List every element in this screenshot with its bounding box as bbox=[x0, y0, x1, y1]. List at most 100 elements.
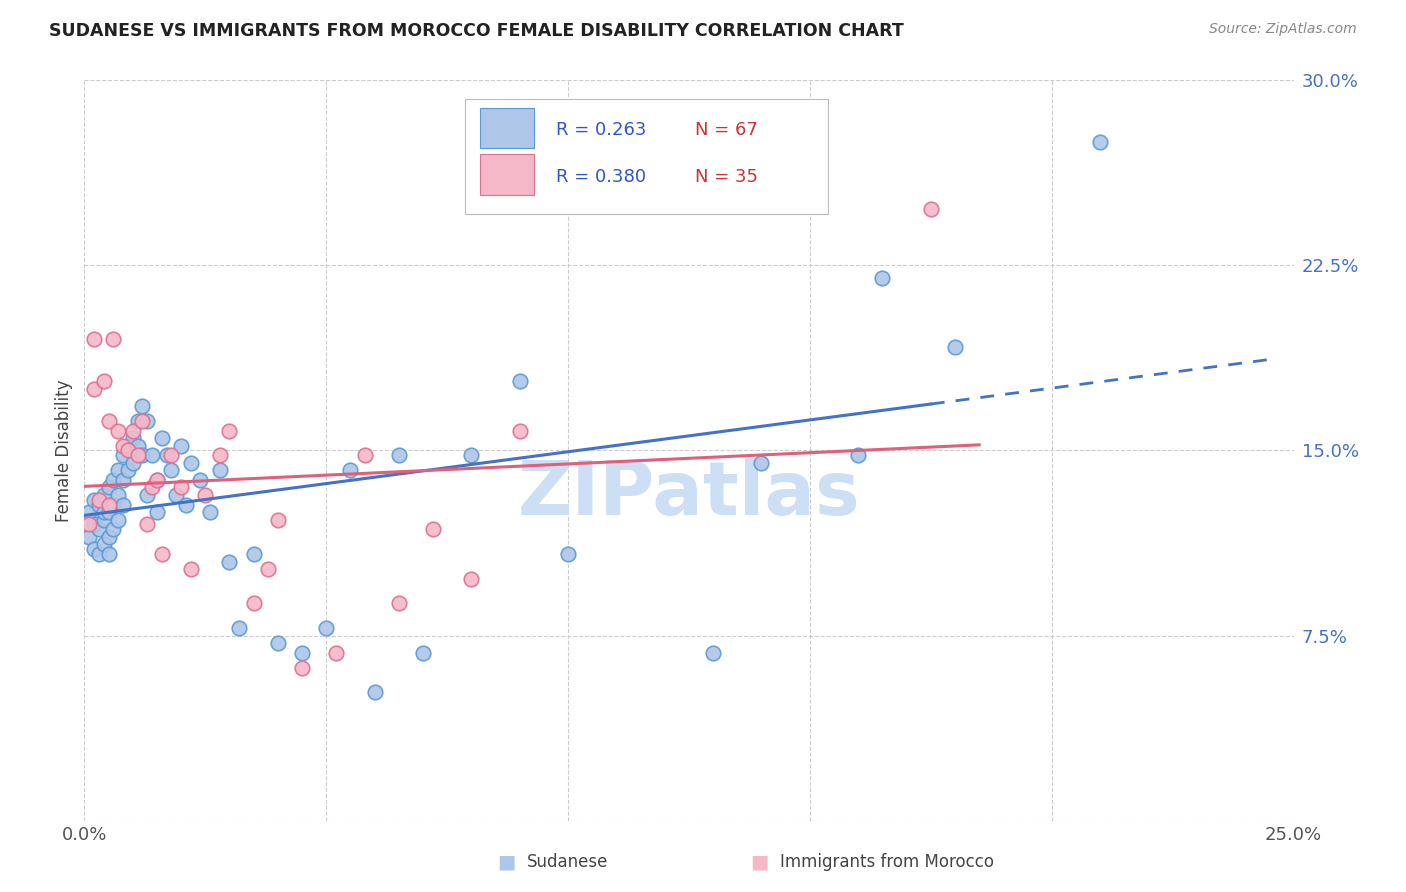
Point bbox=[93, 537, 115, 551]
Point bbox=[83, 517, 105, 532]
Point bbox=[208, 463, 231, 477]
Point bbox=[363, 685, 385, 699]
Point bbox=[160, 463, 183, 477]
Point bbox=[146, 473, 169, 487]
Point bbox=[93, 488, 115, 502]
Point bbox=[702, 646, 724, 660]
Point bbox=[846, 449, 869, 463]
Point bbox=[388, 597, 411, 611]
Point bbox=[141, 449, 163, 463]
Point bbox=[97, 547, 120, 561]
Point bbox=[174, 498, 197, 512]
Point bbox=[180, 562, 202, 576]
Point bbox=[83, 492, 105, 507]
Point bbox=[257, 562, 280, 576]
Point bbox=[87, 547, 110, 561]
Point bbox=[87, 523, 110, 537]
Point bbox=[127, 414, 149, 428]
Point bbox=[208, 449, 231, 463]
Point bbox=[117, 443, 139, 458]
Point bbox=[325, 646, 347, 660]
FancyBboxPatch shape bbox=[465, 99, 828, 213]
Point bbox=[107, 488, 129, 502]
Point bbox=[97, 498, 120, 512]
Point bbox=[920, 202, 942, 216]
Point bbox=[1088, 135, 1111, 149]
Point bbox=[141, 480, 163, 494]
Text: N = 67: N = 67 bbox=[695, 121, 758, 139]
Point bbox=[412, 646, 434, 660]
Point bbox=[557, 547, 579, 561]
Point bbox=[943, 340, 966, 354]
Point bbox=[112, 438, 135, 452]
Point bbox=[354, 449, 377, 463]
Point bbox=[83, 332, 105, 346]
Point bbox=[87, 498, 110, 512]
Point bbox=[103, 473, 125, 487]
Point bbox=[83, 542, 105, 557]
Point bbox=[93, 512, 115, 526]
Point bbox=[218, 424, 240, 438]
Point bbox=[291, 646, 314, 660]
Point bbox=[107, 463, 129, 477]
Point bbox=[97, 505, 120, 519]
Point bbox=[872, 270, 894, 285]
Point bbox=[267, 636, 290, 650]
Point bbox=[460, 572, 482, 586]
Point bbox=[121, 424, 143, 438]
Point bbox=[97, 530, 120, 544]
Point bbox=[93, 375, 115, 389]
Text: SUDANESE VS IMMIGRANTS FROM MOROCCO FEMALE DISABILITY CORRELATION CHART: SUDANESE VS IMMIGRANTS FROM MOROCCO FEMA… bbox=[49, 22, 904, 40]
Point bbox=[170, 480, 193, 494]
Point bbox=[112, 449, 135, 463]
Point bbox=[83, 382, 105, 396]
Point bbox=[180, 456, 202, 470]
Text: ■: ■ bbox=[749, 852, 769, 871]
Point bbox=[190, 473, 212, 487]
Point bbox=[103, 498, 125, 512]
Point bbox=[150, 547, 173, 561]
Point bbox=[218, 555, 240, 569]
Point bbox=[107, 424, 129, 438]
Text: Source: ZipAtlas.com: Source: ZipAtlas.com bbox=[1209, 22, 1357, 37]
Point bbox=[136, 414, 159, 428]
FancyBboxPatch shape bbox=[479, 154, 534, 195]
Point bbox=[509, 424, 531, 438]
Point bbox=[121, 431, 143, 445]
Point bbox=[136, 517, 159, 532]
Point bbox=[136, 488, 159, 502]
Point bbox=[422, 523, 444, 537]
Text: R = 0.380: R = 0.380 bbox=[555, 168, 647, 186]
Point bbox=[146, 473, 169, 487]
Point bbox=[267, 512, 290, 526]
Y-axis label: Female Disability: Female Disability bbox=[55, 379, 73, 522]
Text: R = 0.263: R = 0.263 bbox=[555, 121, 647, 139]
Point bbox=[198, 505, 221, 519]
Point bbox=[127, 438, 149, 452]
Point bbox=[97, 414, 120, 428]
Point bbox=[103, 332, 125, 346]
Point bbox=[131, 449, 153, 463]
Text: ■: ■ bbox=[496, 852, 516, 871]
Point bbox=[170, 438, 193, 452]
Point bbox=[117, 438, 139, 452]
Point bbox=[117, 463, 139, 477]
Point bbox=[509, 375, 531, 389]
Point bbox=[339, 463, 361, 477]
Point bbox=[112, 473, 135, 487]
Text: N = 35: N = 35 bbox=[695, 168, 758, 186]
Point bbox=[87, 492, 110, 507]
Text: Sudanese: Sudanese bbox=[527, 853, 609, 871]
Point bbox=[160, 449, 183, 463]
Point bbox=[460, 449, 482, 463]
Point bbox=[77, 505, 100, 519]
FancyBboxPatch shape bbox=[479, 108, 534, 148]
Point bbox=[127, 449, 149, 463]
Point bbox=[93, 505, 115, 519]
Point bbox=[77, 530, 100, 544]
Point bbox=[155, 449, 177, 463]
Point bbox=[146, 505, 169, 519]
Point bbox=[121, 456, 143, 470]
Point bbox=[107, 512, 129, 526]
Point bbox=[751, 456, 773, 470]
